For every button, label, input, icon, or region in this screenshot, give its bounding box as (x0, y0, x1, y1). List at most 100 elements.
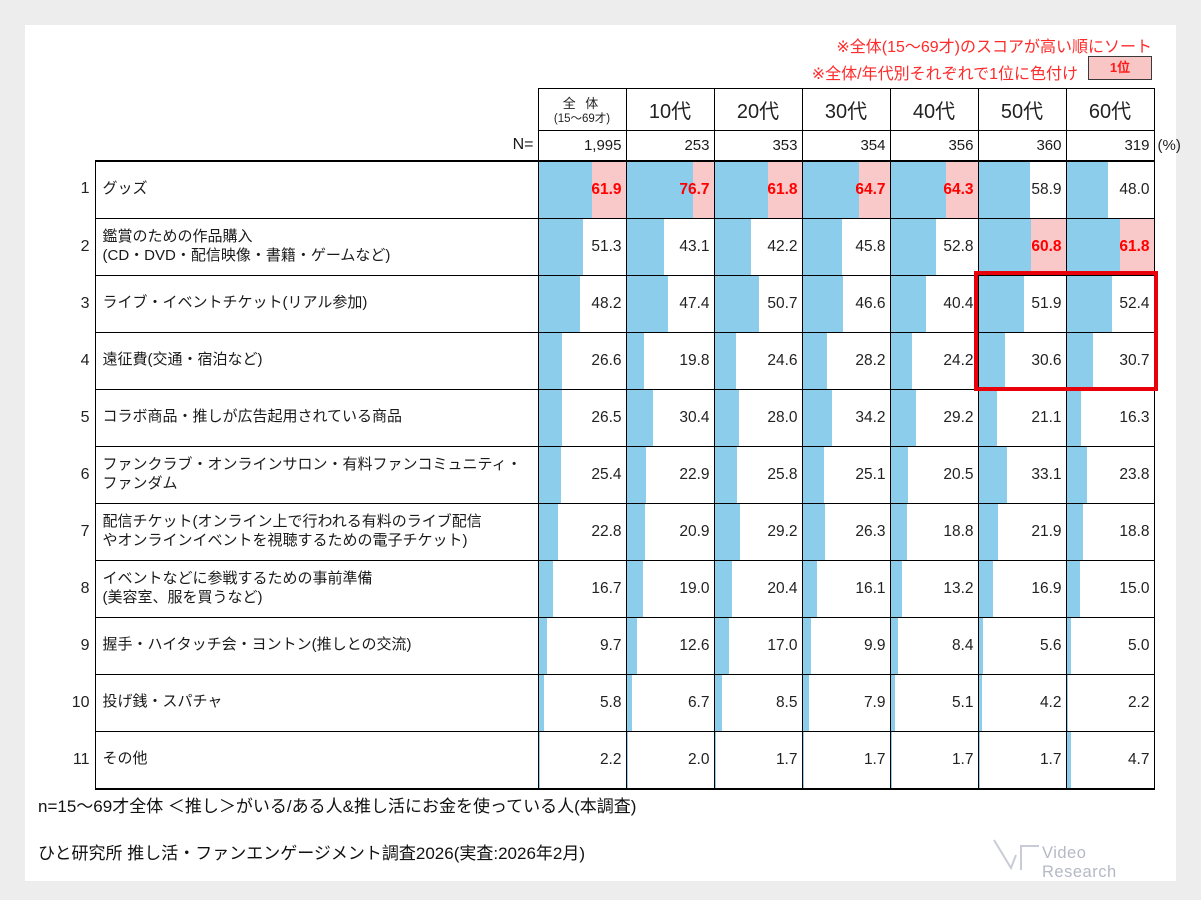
score-bar (802, 161, 859, 218)
score-cell: 6.7 (625, 673, 715, 732)
table-row: 4 遠征費(交通・宿泊など) 26.6 19.8 24.6 28.2 24.2 30.6 30.… (61, 331, 1200, 390)
score-cell: 28.2 (801, 331, 891, 390)
table-row: 11 その他 2.2 2.0 1.7 1.7 1.7 1.7 4.7 (61, 730, 1200, 790)
row-rank: 2 (80, 237, 90, 255)
score-value: 7.9 (863, 693, 886, 711)
score-cell: 20.4 (713, 559, 803, 618)
n-label: N= (512, 136, 534, 153)
score-bar (1066, 389, 1081, 446)
score-bar (1066, 674, 1069, 731)
score-value: 26.5 (591, 408, 622, 426)
score-cell: 60.8 (977, 217, 1067, 276)
score-value: 16.3 (1119, 408, 1150, 426)
score-bar (714, 731, 716, 788)
score-bar (978, 503, 998, 560)
score-bar (538, 275, 581, 332)
footnote-source: ひと研究所 推し活・ファンエンゲージメント調査2026(実査:2026年2月) (38, 844, 586, 863)
score-cell: 16.9 (977, 559, 1067, 618)
score-value: 61.8 (1119, 237, 1150, 255)
column-header: 30代 (801, 88, 891, 131)
score-value: 46.6 (855, 294, 886, 312)
table-row: 3 ライブ・イベントチケット(リアル参加) 48.2 47.4 50.7 46.6 40.4… (61, 274, 1200, 333)
n-value: 1,995 (537, 130, 627, 161)
score-value: 51.3 (591, 237, 622, 255)
score-value: 48.2 (591, 294, 622, 312)
score-value: 8.4 (951, 636, 974, 654)
score-value: 24.2 (943, 351, 974, 369)
score-value: 2.2 (1127, 693, 1150, 711)
row-label: 遠征費(交通・宿泊など) (94, 331, 539, 390)
score-cell: 28.0 (713, 388, 803, 447)
score-value: 5.1 (951, 693, 974, 711)
score-cell: 9.9 (801, 616, 891, 675)
score-bar (802, 218, 843, 275)
score-bar (1066, 617, 1071, 674)
sort-note: ※全体(15〜69才)のスコアが高い順にソート (836, 39, 1152, 56)
score-cell: 16.7 (537, 559, 627, 618)
score-bar (890, 446, 909, 503)
score-value: 19.8 (679, 351, 710, 369)
score-value: 25.1 (855, 465, 886, 483)
row-label: コラボ商品・推しが広告起用されている商品 (94, 388, 539, 447)
score-cell: 2.2 (537, 730, 627, 790)
score-bar (890, 218, 937, 275)
score-cell: 18.8 (1065, 502, 1155, 561)
score-value: 30.4 (679, 408, 710, 426)
score-bar (714, 560, 733, 617)
score-bar (714, 275, 759, 332)
score-cell: 5.6 (977, 616, 1067, 675)
table-row: 7 配信チケット(オンライン上で行われる有料のライブ配信 やオンラインイベントを視… (61, 502, 1200, 561)
score-value: 43.1 (679, 237, 710, 255)
score-bar (890, 389, 916, 446)
score-bar (714, 674, 722, 731)
score-cell: 9.7 (537, 616, 627, 675)
score-cell: 7.9 (801, 673, 891, 732)
score-bar (890, 161, 947, 218)
row-label: ライブ・イベントチケット(リアル参加) (94, 274, 539, 333)
score-value: 60.8 (1031, 237, 1062, 255)
score-value: 5.6 (1039, 636, 1062, 654)
score-cell: 25.8 (713, 445, 803, 504)
score-bar (802, 560, 817, 617)
score-value: 20.4 (767, 579, 798, 597)
score-value: 2.2 (599, 750, 622, 768)
score-bar (1066, 560, 1080, 617)
n-row: N= 1,995 253 353 354 356 360 319 (%) (61, 130, 1200, 161)
score-value: 52.8 (943, 237, 974, 255)
score-cell: 29.2 (889, 388, 979, 447)
score-value: 1.7 (863, 750, 886, 768)
score-cell: 1.7 (801, 730, 891, 790)
score-value: 40.4 (943, 294, 974, 312)
score-cell: 40.4 (889, 274, 979, 333)
score-cell: 8.4 (889, 616, 979, 675)
score-value: 22.9 (679, 465, 710, 483)
score-value: 24.6 (767, 351, 798, 369)
score-bar (626, 674, 633, 731)
score-cell: 20.5 (889, 445, 979, 504)
column-header: 全 体 (15〜69才) (537, 88, 627, 131)
score-value: 25.4 (591, 465, 622, 483)
score-value: 21.1 (1031, 408, 1062, 426)
row-rank: 10 (71, 693, 90, 711)
score-cell: 26.5 (537, 388, 627, 447)
column-header: 20代 (713, 88, 803, 131)
score-bar (626, 332, 644, 389)
score-cell: 5.8 (537, 673, 627, 732)
score-value: 12.6 (679, 636, 710, 654)
score-bar (890, 503, 907, 560)
score-value: 34.2 (855, 408, 886, 426)
table-row: 1 グッズ 61.9 76.7 61.8 64.7 64.3 58.9 48.0 (61, 159, 1200, 219)
score-cell: 50.7 (713, 274, 803, 333)
score-bar (538, 503, 559, 560)
score-bar (978, 161, 1030, 218)
score-value: 18.8 (943, 522, 974, 540)
score-cell: 45.8 (801, 217, 891, 276)
score-bar (626, 503, 645, 560)
score-bar (626, 389, 653, 446)
score-bar (538, 161, 593, 218)
row-label: ファンクラブ・オンラインサロン・有料ファンコミュニティ・ ファンダム (94, 445, 539, 504)
video-research-logo-text: Video Research (1042, 844, 1117, 881)
score-value: 51.9 (1031, 294, 1062, 312)
score-table-wrap: 全 体 (15〜69才) 10代 20代 30代 40代 50代 60代 N= 1,995 253 3… (61, 88, 1200, 790)
row-rank: 6 (80, 465, 90, 483)
